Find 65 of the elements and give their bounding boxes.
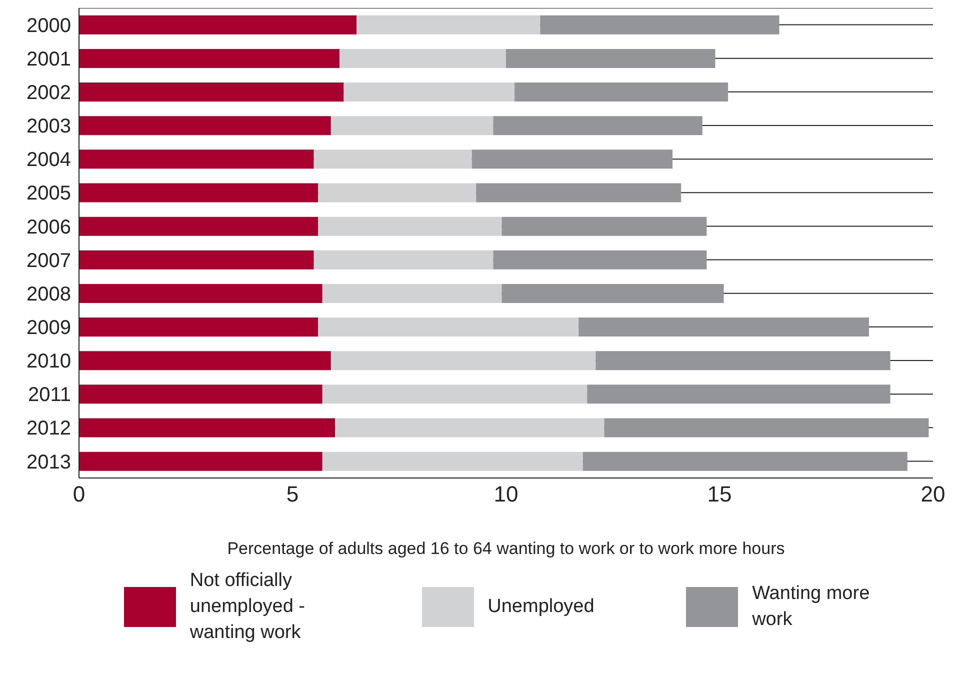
- bar: [596, 351, 890, 370]
- legend-label: Wanting more work: [752, 582, 871, 632]
- bar: [79, 183, 318, 202]
- bar: [335, 418, 604, 438]
- x-tick-label: 5: [286, 482, 299, 507]
- bar: [339, 48, 506, 68]
- bar: [79, 318, 318, 337]
- bar: [578, 318, 869, 337]
- y-tick-label: 2009: [26, 317, 71, 340]
- bar: [318, 216, 502, 236]
- bar: [476, 183, 682, 202]
- y-tick-label: 2013: [26, 451, 71, 474]
- legend-label: Not officially unemployed - wanting work: [190, 569, 306, 645]
- bar: [79, 384, 322, 404]
- x-tick-label: 0: [72, 482, 86, 507]
- bar: [330, 116, 494, 136]
- bar: [79, 15, 357, 34]
- y-tick-label: 2001: [26, 48, 71, 70]
- bar: [502, 216, 707, 236]
- bar: [502, 284, 724, 303]
- bar: [318, 318, 579, 337]
- bar: [79, 82, 344, 102]
- bar: [344, 82, 515, 102]
- bar: [79, 351, 331, 370]
- bar: [79, 418, 336, 438]
- y-tick-label: 2005: [26, 182, 71, 205]
- bar: [604, 418, 929, 438]
- bar: [322, 452, 583, 471]
- y-tick-label: 2002: [26, 82, 71, 104]
- bar: [314, 150, 472, 169]
- bar: [79, 284, 322, 303]
- bar: [79, 216, 318, 236]
- x-tick-label: 20: [920, 482, 946, 507]
- legend-label: Unemployed: [488, 595, 594, 619]
- bar: [314, 250, 494, 270]
- y-tick-label: 2004: [26, 149, 71, 172]
- bar: [79, 452, 322, 471]
- bar: [79, 48, 340, 68]
- bar: [582, 452, 908, 471]
- y-tick-label: 2012: [26, 418, 71, 440]
- bar: [506, 48, 716, 68]
- bar: [356, 15, 540, 34]
- bar: [514, 82, 728, 102]
- bar: [587, 384, 890, 404]
- bar: [540, 15, 780, 34]
- bar: [493, 250, 707, 270]
- y-tick-label: 2010: [26, 350, 71, 373]
- y-tick-label: 2000: [26, 14, 71, 37]
- bar: [330, 351, 596, 370]
- y-tick-label: 2003: [26, 116, 71, 138]
- bar: [79, 150, 314, 169]
- bar: [493, 116, 702, 136]
- y-tick-label: 2007: [26, 250, 71, 272]
- y-tick-label: 2011: [28, 384, 71, 406]
- y-tick-label: 2006: [26, 216, 71, 238]
- x-tick-label: 15: [707, 482, 732, 507]
- bar: [318, 183, 476, 202]
- y-tick-label: 2008: [26, 283, 71, 306]
- bar: [79, 116, 331, 136]
- x-tick-label: 10: [494, 482, 518, 507]
- x-axis-title: Percentage of adults aged 16 to 64 wanting to work or to work more hours: [227, 539, 785, 558]
- bar: [322, 384, 588, 404]
- bar: [472, 150, 673, 169]
- bar: [322, 284, 502, 303]
- bar: [79, 250, 314, 270]
